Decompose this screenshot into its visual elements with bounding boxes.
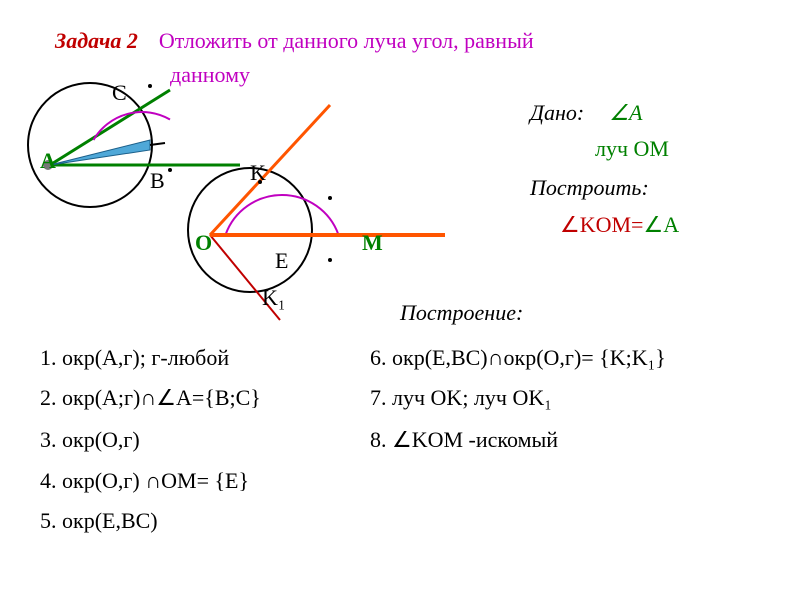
svg-text:A: A	[40, 148, 56, 173]
svg-text:O: O	[195, 230, 212, 255]
svg-text:C: C	[112, 80, 127, 105]
diagram-svg: C A B K O E M K₁	[0, 0, 800, 600]
svg-text:K: K	[250, 160, 266, 185]
svg-text:E: E	[275, 248, 288, 273]
svg-text:M: M	[362, 230, 383, 255]
svg-text:K₁: K₁	[262, 285, 286, 310]
svg-text:B: B	[150, 168, 165, 193]
